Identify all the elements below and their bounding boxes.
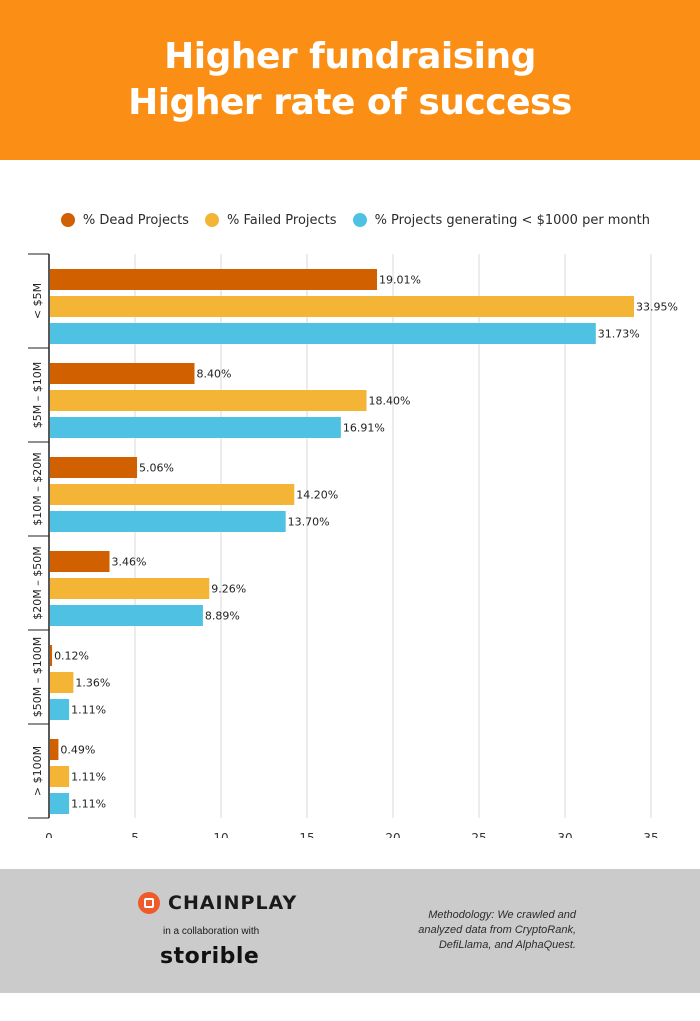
legend-swatch-dead [60, 213, 75, 227]
data-label: 8.40% [196, 368, 231, 381]
chainplay-logo-icon [138, 892, 160, 914]
chainplay-wordmark: CHAINPLAY [168, 892, 298, 914]
category-label: $5M – $10M [31, 362, 44, 428]
chart-title-line-1: Higher fundraising [164, 36, 536, 77]
bar [50, 672, 74, 693]
methodology-line-3: DefiLlama, and AlphaQuest. [438, 939, 576, 951]
legend-item-low-revenue: % Projects generating < $1000 per month [352, 212, 650, 228]
footer: CHAINPLAY in a collaboration with storib… [0, 869, 700, 993]
legend-label-dead: % Dead Projects [82, 212, 189, 228]
data-label: 3.46% [112, 556, 147, 569]
bar [50, 390, 367, 411]
data-label: 1.11% [71, 704, 106, 717]
x-tick-label: 0 [45, 831, 53, 838]
chart-title-line-2: Higher rate of success [128, 82, 572, 123]
data-label: 5.06% [139, 462, 174, 475]
bar [50, 739, 59, 760]
chart-legend: % Dead Projects % Failed Projects % Proj… [0, 208, 700, 232]
bottom-margin [0, 993, 700, 1021]
data-label: 9.26% [211, 583, 246, 596]
bar [50, 269, 378, 290]
bar [50, 511, 286, 532]
category-label: > $100M [31, 746, 44, 796]
bar [50, 551, 110, 572]
x-tick-label: 35 [643, 831, 658, 838]
x-tick-label: 15 [299, 831, 314, 838]
methodology-line-2: analyzed data from CryptoRank, [418, 924, 576, 936]
legend-label-failed: % Failed Projects [226, 212, 337, 228]
bar [50, 457, 138, 478]
data-label: 13.70% [288, 516, 330, 529]
bar [50, 323, 596, 344]
bar [50, 417, 341, 438]
category-label: $10M – $20M [31, 452, 44, 525]
data-label: 19.01% [379, 274, 421, 287]
legend-label-low-revenue: % Projects generating < $1000 per month [374, 212, 650, 228]
data-label: 1.11% [71, 798, 106, 811]
x-tick-label: 5 [131, 831, 139, 838]
data-label: 16.91% [343, 422, 385, 435]
data-label: 8.89% [205, 610, 240, 623]
x-tick-label: 30 [557, 831, 572, 838]
bar-chart: 0 5 10 15 20 25 30 35 < $5M 19.01% 33.95% 31.73% $5M… [28, 253, 678, 838]
bar [50, 605, 203, 626]
data-label: 1.36% [75, 677, 110, 690]
methodology-note: Methodology: We crawled and analyzed dat… [400, 908, 576, 953]
category-label: $50M – $100M [31, 637, 44, 717]
category-label: < $5M [31, 283, 44, 319]
legend-item-dead: % Dead Projects [60, 212, 189, 228]
data-label: 0.49% [60, 744, 95, 757]
data-label: 0.12% [54, 650, 89, 663]
category-label: $20M – $50M [31, 546, 44, 619]
legend-item-failed: % Failed Projects [204, 212, 337, 228]
bar [50, 766, 70, 787]
bar [50, 645, 53, 666]
header-banner: Higher fundraising Higher rate of succes… [0, 0, 700, 160]
legend-swatch-failed [204, 213, 219, 227]
x-tick-label: 20 [385, 831, 400, 838]
chainplay-logo: CHAINPLAY [138, 892, 297, 914]
bar [50, 296, 634, 317]
data-label: 18.40% [369, 395, 411, 408]
methodology-line-1: Methodology: We crawled and [428, 909, 576, 921]
data-label: 14.20% [296, 489, 338, 502]
collaboration-text: in a collaboration with [163, 926, 260, 937]
storible-logo: storible [160, 944, 260, 969]
legend-swatch-low-revenue [352, 213, 367, 227]
data-label: 31.73% [598, 328, 640, 341]
x-tick-label: 25 [471, 831, 486, 838]
bar [50, 793, 70, 814]
bar [50, 578, 210, 599]
data-label: 33.95% [636, 301, 678, 314]
data-label: 1.11% [71, 771, 106, 784]
bar [50, 699, 70, 720]
x-tick-label: 10 [213, 831, 228, 838]
bar [50, 484, 295, 505]
bar [50, 363, 195, 384]
